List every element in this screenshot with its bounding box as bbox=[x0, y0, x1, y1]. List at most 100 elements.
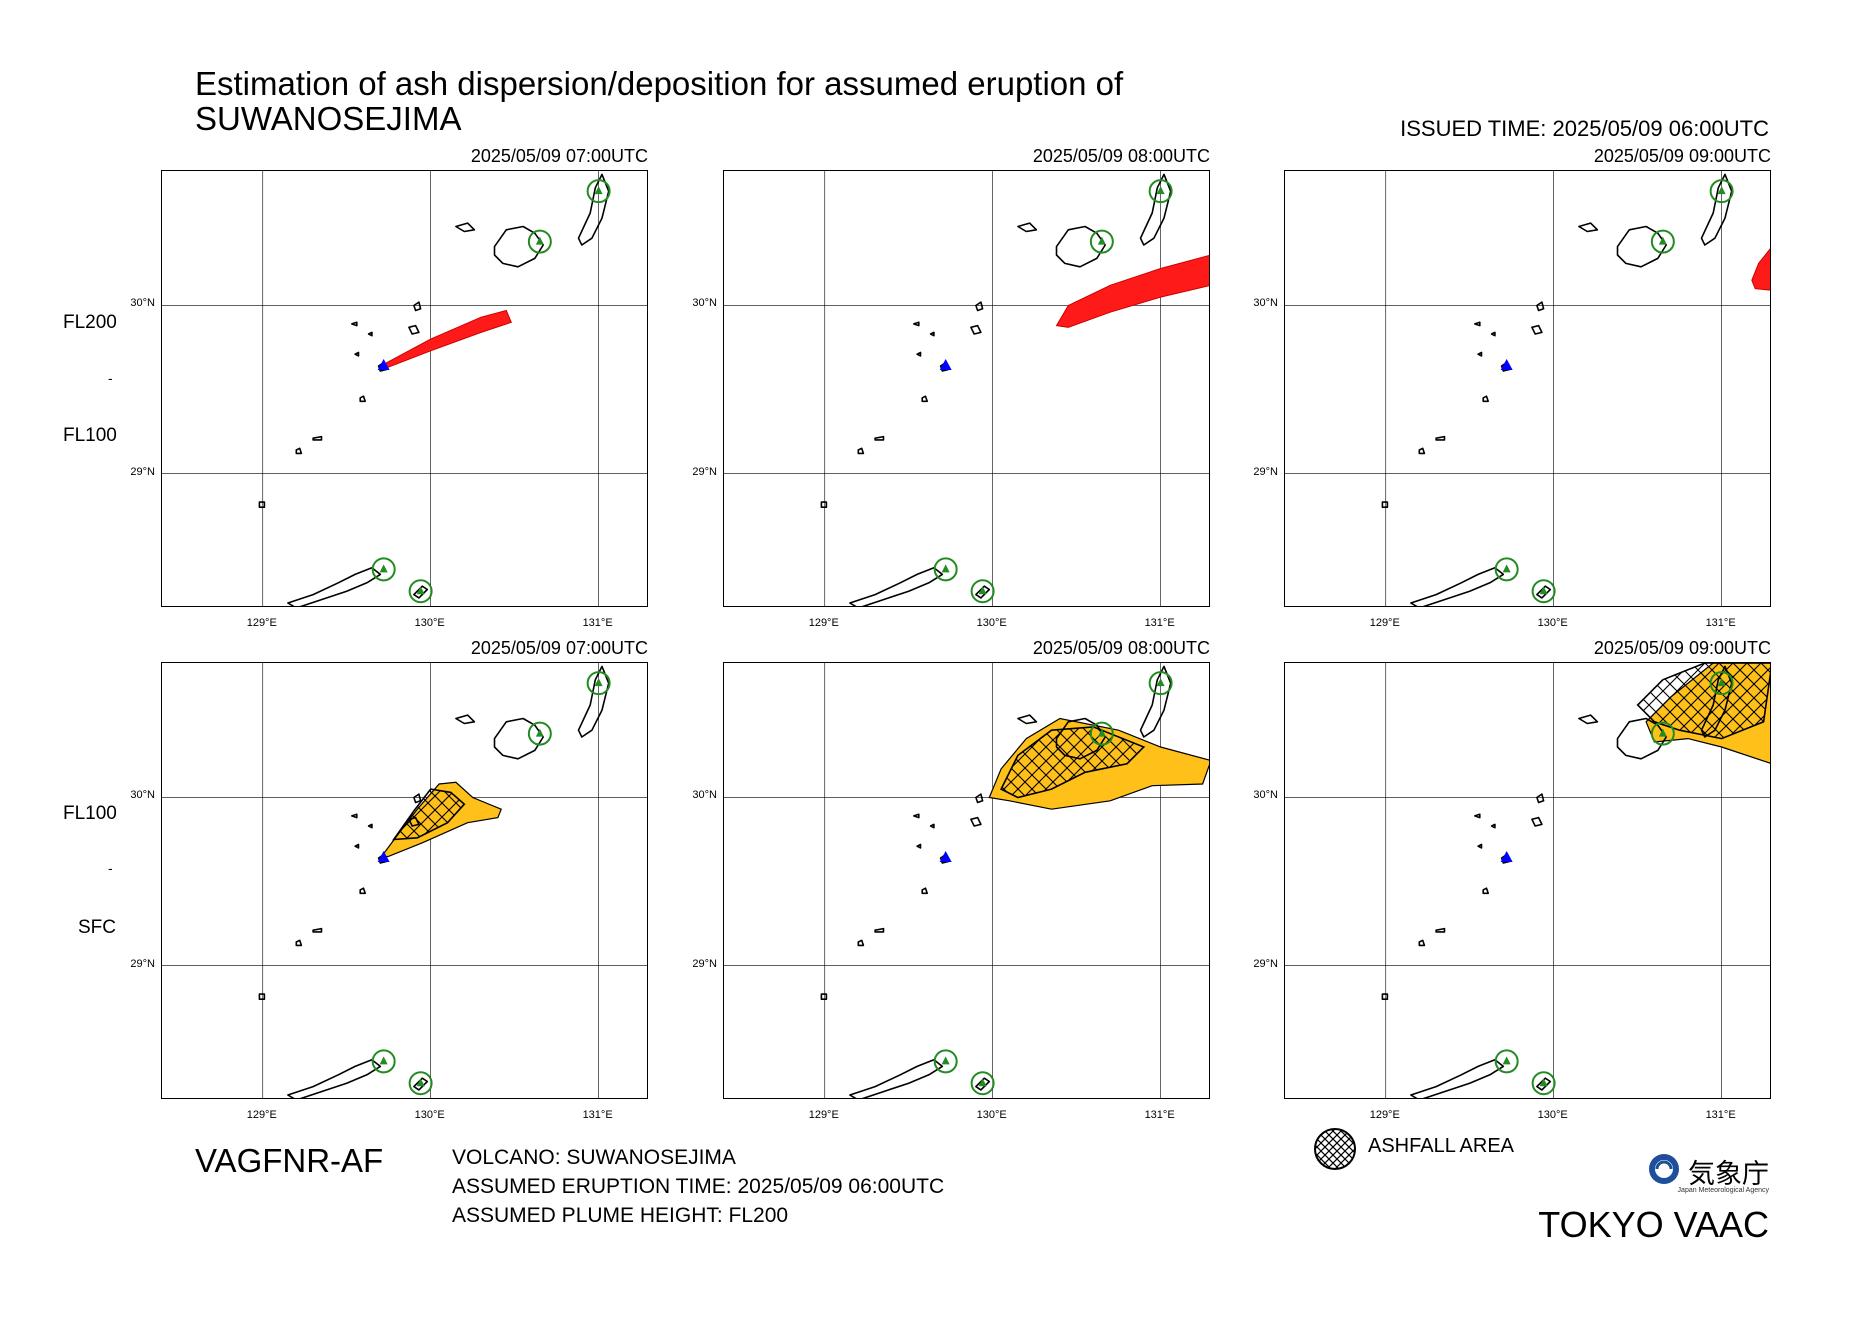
island-outline bbox=[975, 793, 984, 804]
island-outline bbox=[493, 717, 545, 760]
lon-tick-label: 129°E bbox=[246, 1109, 277, 1121]
island-outline bbox=[1700, 173, 1733, 246]
volcano-marker-icon bbox=[1089, 229, 1114, 254]
island-outline bbox=[577, 173, 610, 246]
volcano-triangle-icon bbox=[1502, 1056, 1511, 1065]
row2-layer-sep: - bbox=[108, 860, 113, 876]
island-outline bbox=[1418, 939, 1426, 947]
suwanosejima-marker-icon bbox=[939, 850, 952, 862]
lon-tick-label: 131°E bbox=[582, 1109, 613, 1121]
volcano-marker-icon bbox=[527, 229, 552, 254]
island-outline bbox=[258, 993, 266, 1001]
volcano-marker-icon bbox=[1709, 671, 1734, 696]
lon-tick-label: 129°E bbox=[808, 617, 839, 629]
volcano-triangle-icon bbox=[535, 236, 544, 245]
jma-logo-icon bbox=[1649, 1154, 1679, 1184]
volcano-marker-icon bbox=[1148, 179, 1173, 204]
lon-tick-label: 130°E bbox=[1537, 617, 1568, 629]
volcano-triangle-icon bbox=[379, 1056, 388, 1065]
volcano-triangle-icon bbox=[379, 564, 388, 573]
volcano-marker-icon bbox=[586, 179, 611, 204]
product-code: VAGFNR-AF bbox=[195, 1142, 384, 1179]
map-svg-3 bbox=[1285, 171, 1770, 606]
volcano-triangle-icon bbox=[1097, 236, 1106, 245]
island-outline bbox=[1531, 816, 1543, 827]
volcano-marker-icon bbox=[586, 671, 611, 696]
island-outline bbox=[287, 1058, 382, 1098]
island-outline bbox=[1435, 435, 1446, 441]
island-outline bbox=[408, 816, 420, 827]
island-outline bbox=[455, 714, 476, 725]
island-outline bbox=[970, 816, 982, 827]
panel-time-3: 2025/05/09 09:00UTC bbox=[1593, 146, 1771, 166]
volcano-marker-icon bbox=[371, 1049, 396, 1074]
ash-plume-2 bbox=[1055, 255, 1209, 328]
island-outline bbox=[1490, 331, 1496, 337]
island-outline bbox=[820, 501, 828, 509]
island-outline bbox=[367, 331, 373, 337]
volcano-marker-icon bbox=[933, 1049, 958, 1074]
panel-time-4: 2025/05/09 07:00UTC bbox=[470, 638, 648, 658]
ashfall-area-4 bbox=[392, 788, 466, 841]
suwanosejima-marker-icon bbox=[1500, 850, 1513, 862]
island-outline bbox=[849, 1058, 944, 1098]
island-outline bbox=[1474, 813, 1481, 819]
row1-layer-sep: - bbox=[108, 370, 113, 386]
island-outline bbox=[1017, 714, 1038, 725]
volcano-triangle-icon bbox=[535, 728, 544, 737]
ashfall-area-6 bbox=[1636, 663, 1770, 740]
volcano-name: VOLCANO: SUWANOSEJIMA bbox=[452, 1146, 736, 1169]
lat-tick-label: 29°N bbox=[130, 465, 155, 478]
island-outline bbox=[1055, 225, 1107, 268]
island-outline bbox=[408, 324, 420, 335]
island-outline bbox=[455, 222, 476, 233]
island-outline bbox=[354, 843, 360, 849]
ash-plume-1 bbox=[382, 309, 512, 369]
volcano-marker-icon bbox=[1531, 1071, 1556, 1096]
volcano-triangle-icon bbox=[941, 564, 950, 573]
volcano-triangle-icon bbox=[1658, 728, 1667, 737]
volcano-marker-icon bbox=[371, 557, 396, 582]
lat-tick-label: 30°N bbox=[692, 297, 717, 310]
row2-layer-top: FL100 bbox=[63, 803, 117, 824]
island-outline bbox=[913, 321, 920, 327]
island-outline bbox=[312, 927, 323, 933]
volcano-triangle-icon bbox=[1156, 186, 1165, 195]
lon-tick-label: 131°E bbox=[1144, 1109, 1175, 1121]
volcano-marker-icon bbox=[1709, 179, 1734, 204]
island-outline bbox=[1536, 793, 1545, 804]
volcano-marker-icon bbox=[1531, 579, 1556, 604]
legend-label: ASHFALL AREA bbox=[1368, 1135, 1514, 1157]
lon-tick-label: 131°E bbox=[582, 617, 613, 629]
volcano-marker-icon bbox=[1494, 557, 1519, 582]
volcano-marker-icon bbox=[970, 1071, 995, 1096]
island-outline bbox=[287, 566, 382, 606]
panel-time-6: 2025/05/09 09:00UTC bbox=[1593, 638, 1771, 658]
row1-layer-top: FL200 bbox=[63, 312, 117, 333]
island-outline bbox=[493, 225, 545, 268]
island-outline bbox=[929, 823, 935, 829]
volcano-marker-icon bbox=[408, 579, 433, 604]
island-outline bbox=[1474, 321, 1481, 327]
island-outline bbox=[258, 501, 266, 509]
map-panel-3 bbox=[1284, 170, 1771, 607]
lon-tick-label: 129°E bbox=[246, 617, 277, 629]
island-outline bbox=[916, 843, 922, 849]
suwanosejima-marker-icon bbox=[1500, 358, 1513, 370]
volcano-triangle-icon bbox=[1502, 564, 1511, 573]
island-outline bbox=[1139, 173, 1172, 246]
map-title: Estimation of ash dispersion/deposition … bbox=[195, 66, 1123, 136]
island-outline bbox=[913, 813, 920, 819]
island-outline bbox=[849, 566, 944, 606]
ashfall-area-5 bbox=[1000, 726, 1146, 799]
island-outline bbox=[1578, 714, 1599, 725]
island-outline bbox=[295, 939, 303, 947]
volcano-marker-icon bbox=[527, 721, 552, 746]
island-outline bbox=[1410, 1058, 1505, 1098]
volcano-triangle-icon bbox=[1156, 678, 1165, 687]
panel-time-2: 2025/05/09 08:00UTC bbox=[1032, 146, 1210, 166]
agency-name-jp: 気象庁 bbox=[1688, 1159, 1769, 1189]
ash-plume-3 bbox=[1751, 248, 1770, 291]
lat-tick-label: 30°N bbox=[1253, 297, 1278, 310]
volcano-marker-icon bbox=[1089, 721, 1114, 746]
